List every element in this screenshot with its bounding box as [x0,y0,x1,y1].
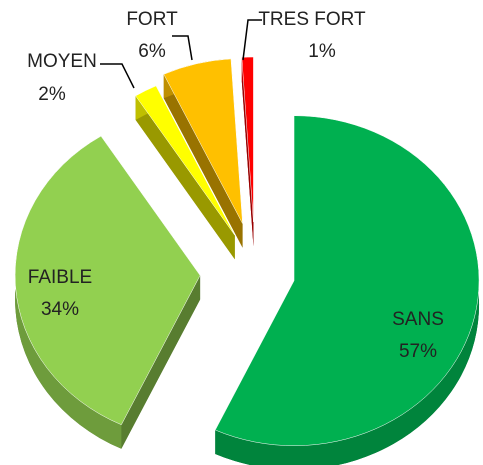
slice-side [135,95,235,260]
slice-side [241,57,254,247]
slice-value-label: 1% [308,41,336,62]
pie-slice [241,56,254,223]
slice-value-label: 57% [399,341,437,362]
slice-label: SANS [392,309,444,330]
slice-wall [15,136,122,449]
leader-line [100,63,135,89]
pie-slice [135,85,235,236]
slice-label: TRES FORT [258,9,366,30]
slice-value-label: 6% [138,41,166,62]
leader-line [172,35,193,61]
slice-side [163,74,243,248]
slice-value-label: 34% [41,299,79,320]
leader-line [242,19,262,61]
pie-slice [214,115,480,446]
pie-slice [14,135,201,426]
slice-label: MOYEN [27,51,97,72]
pie-slice [163,58,243,224]
slice-label: FORT [126,9,178,30]
slice-value-label: 2% [38,84,66,105]
slice-label: FAIBLE [28,267,92,288]
slice-side [121,275,201,449]
